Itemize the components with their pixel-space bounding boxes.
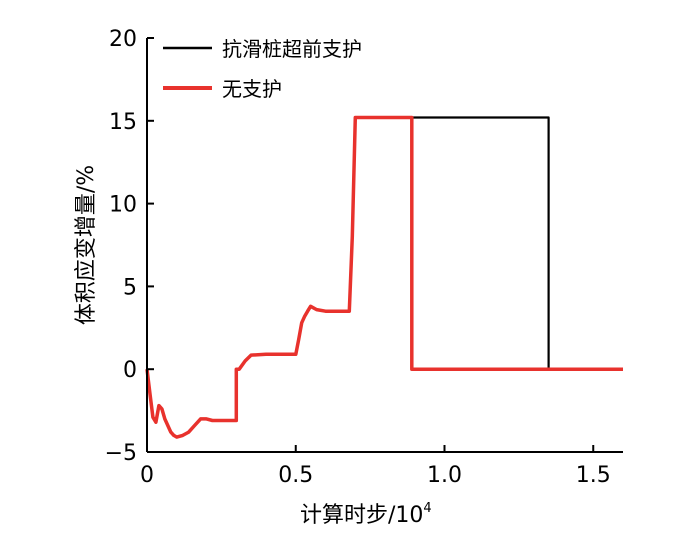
x-axis-title-main: 计算时步/10: [300, 503, 423, 528]
legend-label-series-1: 抗滑桩超前支护: [222, 37, 362, 61]
y-tick-label: 0: [123, 358, 137, 383]
x-tick-label: 0: [140, 463, 154, 488]
legend: 抗滑桩超前支护 无支护: [163, 37, 362, 101]
y-tick-label: 5: [123, 275, 137, 300]
x-axis-title: 计算时步/104: [300, 501, 432, 528]
axes-layer: [146, 38, 623, 453]
x-tick-label: 0.5: [278, 463, 313, 488]
x-axis-title-sup: 4: [423, 501, 431, 516]
y-tick-label: 20: [109, 27, 137, 52]
series-line-1: [145, 116, 623, 439]
legend-label-series-2: 无支护: [222, 77, 282, 101]
y-tick-label: −5: [105, 441, 137, 466]
series-line-2: [145, 115, 623, 439]
y-tick-label: 15: [109, 110, 137, 135]
x-tick-label: 1.0: [427, 463, 462, 488]
y-tick-label: 10: [109, 193, 137, 218]
series-layer: [145, 115, 623, 439]
y-axis-title: 体积应变增量/%: [74, 165, 99, 325]
x-tick-label: 1.5: [576, 463, 611, 488]
